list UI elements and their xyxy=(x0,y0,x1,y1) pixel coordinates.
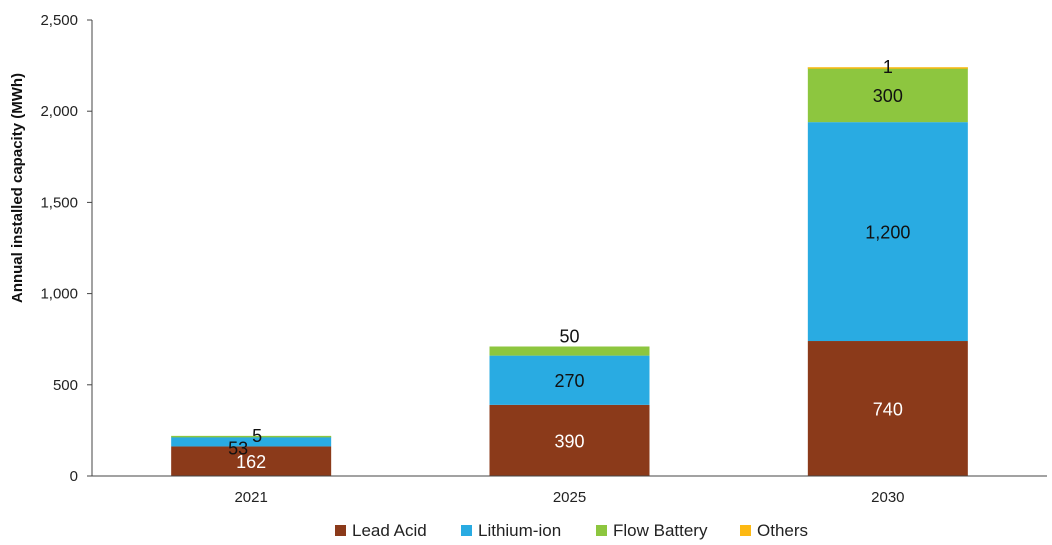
data-label: 1,200 xyxy=(865,223,910,243)
legend-label: Flow Battery xyxy=(613,521,708,540)
bar-segment xyxy=(171,446,332,476)
data-label: 270 xyxy=(554,371,584,391)
legend: Lead Acid Lithium-ion Flow Battery Others xyxy=(335,521,808,540)
legend-item: Lithium-ion xyxy=(461,521,561,540)
legend-swatch xyxy=(740,525,751,536)
legend-label: Lithium-ion xyxy=(478,521,561,540)
x-tick-label: 2025 xyxy=(553,489,586,506)
legend-label: Lead Acid xyxy=(352,521,427,540)
legend-label: Others xyxy=(757,521,808,540)
legend-item: Others xyxy=(740,521,808,540)
data-label: 1 xyxy=(883,57,893,77)
bar-segment xyxy=(489,355,650,405)
data-label: 390 xyxy=(554,431,584,451)
bar-segment xyxy=(807,67,968,123)
data-label: 50 xyxy=(559,326,579,346)
bar-segment xyxy=(807,67,968,69)
bar-segment xyxy=(807,341,968,476)
legend-item: Lead Acid xyxy=(335,521,427,540)
data-label: 300 xyxy=(873,86,903,106)
bar-segment xyxy=(171,435,332,438)
bar-segment xyxy=(489,404,650,476)
y-tick-label: 1,000 xyxy=(40,286,78,303)
y-tick-label: 1,500 xyxy=(40,194,78,211)
bar-segment xyxy=(489,346,650,356)
y-tick-label: 500 xyxy=(53,377,78,394)
x-tick-label: 2021 xyxy=(234,489,267,506)
bar-segment xyxy=(807,122,968,342)
bar-segment xyxy=(171,436,332,447)
legend-swatch xyxy=(335,525,346,536)
legend-item: Flow Battery xyxy=(596,521,708,540)
y-tick-label: 0 xyxy=(70,468,78,485)
legend-swatch xyxy=(596,525,607,536)
y-tick-label: 2,500 xyxy=(40,12,78,29)
legend-swatch xyxy=(461,525,472,536)
y-axis-title: Annual installed capacity (MWh) xyxy=(9,73,26,303)
data-label: 740 xyxy=(873,400,903,420)
data-label: 53 xyxy=(228,439,248,459)
x-axis: 2021 2025 2030 xyxy=(92,475,1047,506)
x-tick-label: 2030 xyxy=(871,489,904,506)
y-tick-label: 2,000 xyxy=(40,103,78,120)
data-label: 162 xyxy=(236,452,266,472)
data-label: 5 xyxy=(252,426,262,446)
y-axis: 0 500 1,000 1,500 2,000 2,500 xyxy=(40,12,93,485)
